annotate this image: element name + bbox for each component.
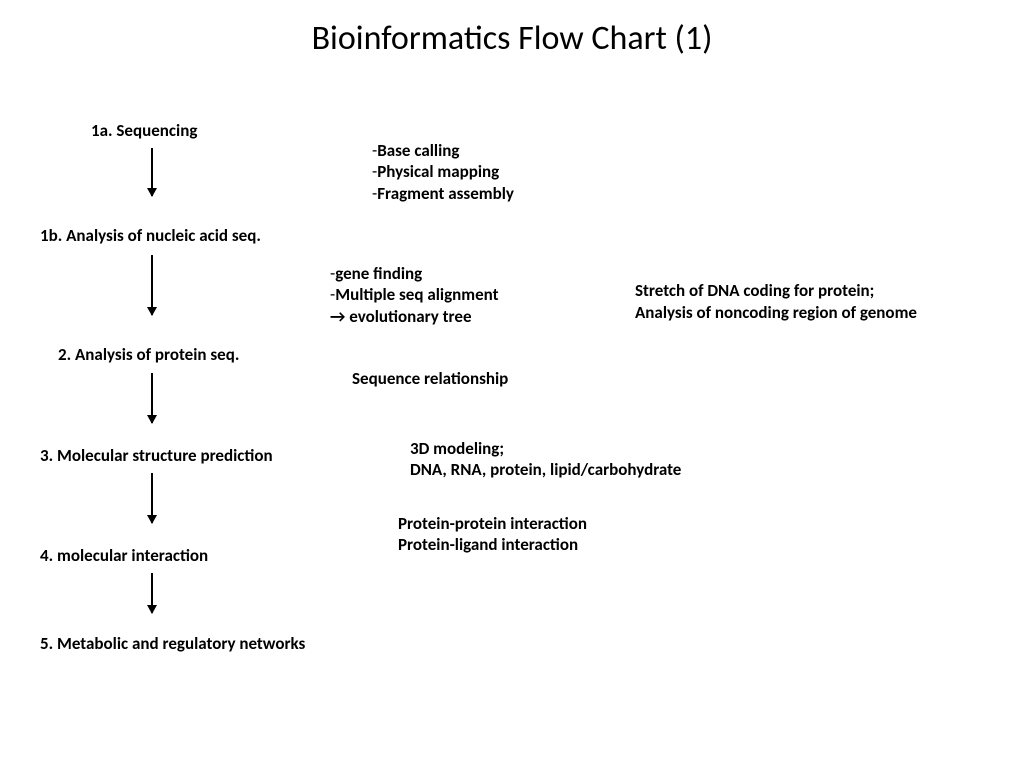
node-3: 3. Molecular structure prediction xyxy=(40,445,273,466)
annotation-protein-seq: Sequence relationship xyxy=(352,368,508,389)
arrow-2-3 xyxy=(151,373,153,423)
arrow-3-4 xyxy=(151,473,153,523)
arrow-1b-2 xyxy=(151,255,153,315)
side-note-dna-coding: Stretch of DNA coding for protein;Analys… xyxy=(635,280,917,324)
annotation-interaction: Protein-protein interactionProtein-ligan… xyxy=(398,513,587,556)
arrow-4-5 xyxy=(151,573,153,613)
node-4: 4. molecular interaction xyxy=(40,545,208,566)
node-2: 2. Analysis of protein seq. xyxy=(58,344,239,365)
node-1a: 1a. Sequencing xyxy=(91,120,197,141)
annotation-structure: 3D modeling;DNA, RNA, protein, lipid/car… xyxy=(410,438,681,481)
arrow-1a-1b xyxy=(151,148,153,196)
annotation-nucleic-analysis: -gene finding-Multiple seq alignment→ ev… xyxy=(330,263,499,327)
page-title: Bioinformatics Flow Chart (1) xyxy=(0,18,1024,59)
annotation-sequencing: -Base calling-Physical mapping-Fragment … xyxy=(372,140,514,204)
node-1b: 1b. Analysis of nucleic acid seq. xyxy=(40,225,261,246)
node-5: 5. Metabolic and regulatory networks xyxy=(40,633,305,654)
